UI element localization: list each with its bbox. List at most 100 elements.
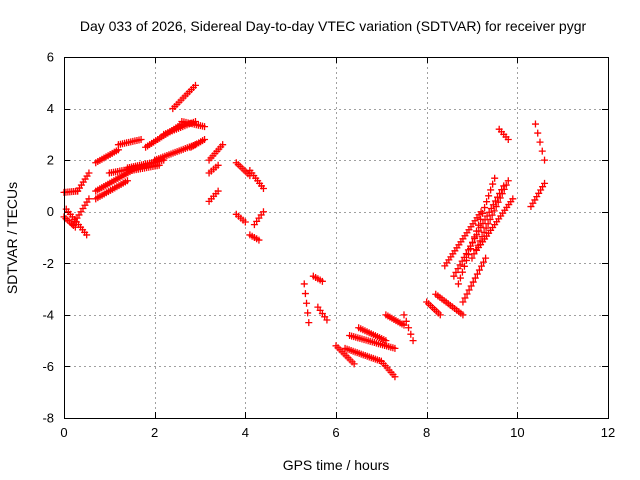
y-tick-label: -6 <box>42 359 54 374</box>
data-point <box>492 203 500 211</box>
data-point <box>201 123 209 131</box>
data-point <box>461 294 469 302</box>
grid <box>64 57 608 418</box>
data-point <box>480 228 488 236</box>
y-tick-label: 4 <box>47 101 54 116</box>
data-point <box>402 317 410 325</box>
data-point <box>400 321 408 329</box>
x-tick-label: 10 <box>510 425 524 440</box>
data-point <box>323 316 331 324</box>
data-point <box>541 179 549 187</box>
y-tick-label: -8 <box>42 411 54 426</box>
data-point <box>475 266 483 274</box>
data-point <box>536 138 544 146</box>
data-point <box>400 311 408 319</box>
data-point <box>454 265 462 273</box>
data-point <box>482 254 490 262</box>
data-point <box>509 195 517 203</box>
data-point <box>456 274 464 282</box>
data-point <box>137 136 145 144</box>
data-point <box>304 309 312 317</box>
data-point <box>468 254 476 262</box>
data-point <box>318 277 326 285</box>
x-axis-ticks: 0 2 4 6 8 10 12 <box>60 57 615 440</box>
data-point <box>405 324 413 332</box>
data-point <box>489 180 497 188</box>
data-point <box>303 299 311 307</box>
data-point <box>494 198 502 206</box>
data-point <box>452 268 460 276</box>
y-tick-label: 6 <box>47 50 54 65</box>
data-point <box>469 239 477 247</box>
data-point <box>504 177 512 185</box>
data-point <box>391 373 399 381</box>
data-point <box>241 218 249 226</box>
data-point <box>201 136 209 144</box>
data-point <box>458 257 466 265</box>
data-point <box>465 286 473 294</box>
data-point <box>484 220 492 228</box>
data-point <box>459 311 467 319</box>
data-point <box>490 207 498 215</box>
data-point <box>85 169 93 177</box>
data-point <box>496 194 504 202</box>
data-point <box>500 185 508 193</box>
x-tick-label: 6 <box>332 425 339 440</box>
chart-title: Day 033 of 2026, Sidereal Day-to-day VTE… <box>80 18 587 34</box>
data-point <box>488 211 496 219</box>
data-point <box>436 311 444 319</box>
data-point <box>486 215 494 223</box>
data-point <box>259 185 267 193</box>
data-point <box>301 290 309 298</box>
data-point <box>214 187 222 195</box>
data-point <box>498 190 506 198</box>
data-point <box>475 221 483 229</box>
y-tick-label: 2 <box>47 153 54 168</box>
y-tick-label: -2 <box>42 256 54 271</box>
data-point <box>454 280 462 288</box>
data-point <box>191 81 199 89</box>
data-point <box>407 330 415 338</box>
x-tick-label: 4 <box>242 425 249 440</box>
data-point <box>219 141 227 149</box>
data-point <box>480 258 488 266</box>
data-point <box>534 129 542 137</box>
data-points <box>60 81 549 381</box>
data-point <box>477 215 485 223</box>
data-point <box>471 274 479 282</box>
data-point <box>458 268 466 276</box>
x-tick-label: 0 <box>60 425 67 440</box>
x-tick-label: 8 <box>423 425 430 440</box>
data-point <box>473 270 481 278</box>
y-tick-label: -4 <box>42 307 54 322</box>
data-point <box>464 251 472 259</box>
data-point <box>85 195 93 203</box>
data-point <box>471 233 479 241</box>
y-axis-label: SDTVAR / TECUs <box>4 182 20 294</box>
data-point <box>481 204 489 212</box>
data-point <box>466 245 474 253</box>
data-point <box>473 227 481 235</box>
y-tick-label: 0 <box>47 204 54 219</box>
data-point <box>485 192 493 200</box>
data-point <box>255 236 263 244</box>
x-tick-label: 12 <box>601 425 615 440</box>
data-point <box>531 120 539 128</box>
data-point <box>504 136 512 144</box>
data-point <box>462 256 470 264</box>
data-point <box>482 224 490 232</box>
data-point <box>300 280 308 288</box>
data-point <box>259 208 267 216</box>
data-point <box>491 174 499 182</box>
data-point <box>483 212 491 220</box>
data-point <box>460 262 468 270</box>
data-point <box>502 181 510 189</box>
x-axis-label: GPS time / hours <box>283 457 390 473</box>
data-point <box>409 337 417 345</box>
data-point <box>487 186 495 194</box>
data-point <box>456 261 464 269</box>
data-point <box>541 156 549 164</box>
data-point <box>83 231 91 239</box>
data-point <box>467 282 475 290</box>
